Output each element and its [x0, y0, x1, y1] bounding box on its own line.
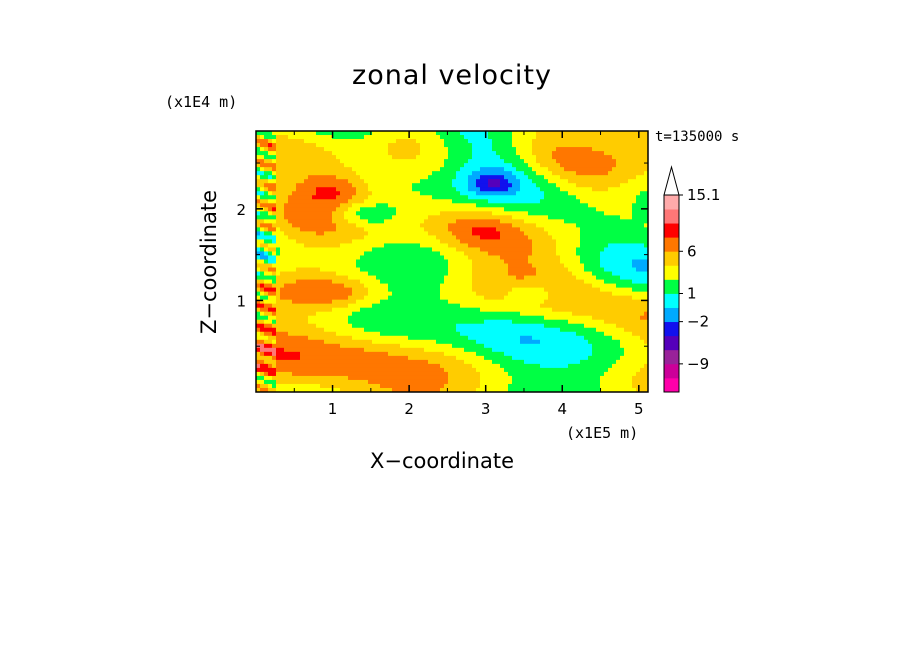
x-tick-label: 3: [481, 400, 491, 418]
colorbar-segment: [664, 195, 679, 210]
x-tick-label: 5: [634, 400, 644, 418]
plot-frame: [255, 130, 649, 393]
colorbar-segment: [664, 335, 679, 351]
chart-title: zonal velocity: [352, 60, 552, 91]
colorbar-tick-label: 6: [687, 242, 697, 260]
colorbar-segment: [664, 363, 679, 379]
colorbar-segment: [664, 251, 679, 266]
time-label: t=135000 s: [655, 129, 740, 145]
colorbar-segment: [664, 223, 679, 238]
colorbar-extend-arrow: [663, 165, 680, 196]
colorbar-segment: [664, 209, 679, 224]
z-axis-unit: (x1E4 m): [165, 93, 238, 111]
colorbar-tick-label: 15.1: [687, 186, 720, 204]
colorbar-segment: [664, 307, 679, 323]
colorbar-segment: [664, 293, 679, 308]
contour-field: [256, 131, 648, 392]
x-tick-label: 1: [328, 400, 338, 418]
y-tick-label: 1: [236, 292, 246, 310]
x-axis-label: X−coordinate: [370, 449, 514, 473]
colorbar-segment: [664, 349, 679, 365]
colorbar-segment: [664, 265, 679, 280]
colorbar-segment: [664, 279, 679, 294]
y-tick-label: 2: [236, 201, 246, 219]
colorbar-segment: [664, 237, 679, 252]
x-tick-label: 2: [404, 400, 414, 418]
x-tick-label: 4: [557, 400, 567, 418]
colorbar-tick-label: −2: [687, 313, 709, 331]
colorbar-segment: [664, 377, 679, 393]
colorbar-tick-label: −9: [687, 355, 709, 373]
x-axis-unit: (x1E5 m): [566, 424, 639, 442]
colorbar-segment: [664, 321, 679, 337]
colorbar-tick-label: 1: [687, 285, 697, 303]
